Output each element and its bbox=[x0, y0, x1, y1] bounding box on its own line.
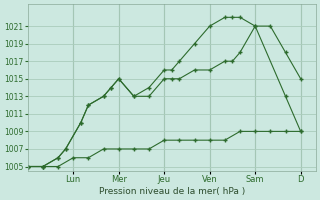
X-axis label: Pression niveau de la mer( hPa ): Pression niveau de la mer( hPa ) bbox=[99, 187, 245, 196]
